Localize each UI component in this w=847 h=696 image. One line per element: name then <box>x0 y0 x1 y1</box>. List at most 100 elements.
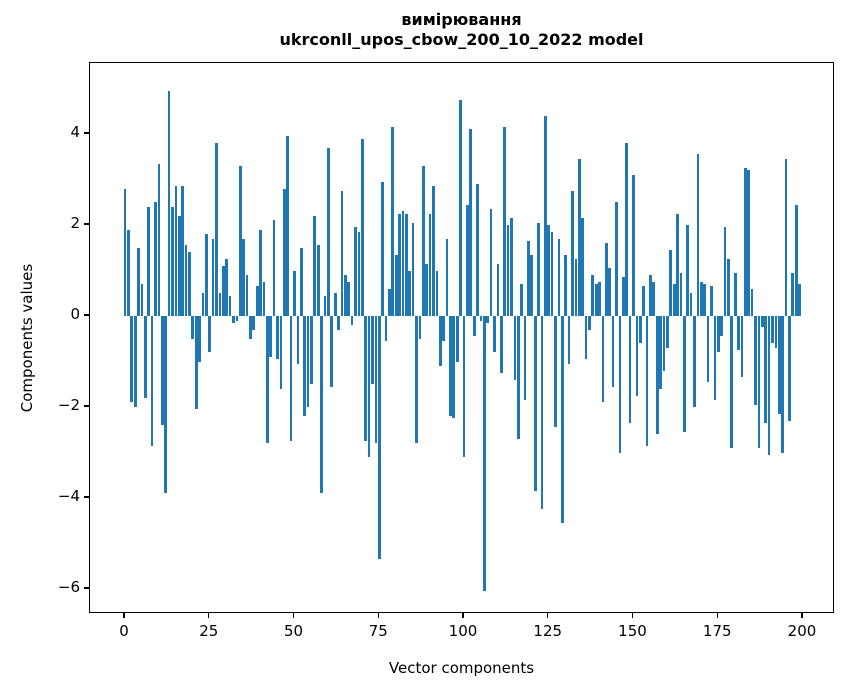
y-tick-label: −4 <box>57 487 80 505</box>
bar <box>262 281 266 316</box>
bar <box>496 263 500 316</box>
bar <box>486 316 490 323</box>
bar <box>506 225 510 316</box>
bar <box>303 316 306 417</box>
bar <box>171 206 174 316</box>
bar <box>367 316 371 458</box>
bar <box>581 218 584 316</box>
bar <box>459 99 462 316</box>
bar <box>201 293 205 316</box>
bar <box>177 215 181 316</box>
bar <box>760 316 764 328</box>
bar <box>679 272 683 316</box>
chart-title-line1: вимірювання <box>401 10 522 29</box>
bar <box>276 316 279 360</box>
bar <box>438 316 442 367</box>
bar <box>628 316 632 423</box>
bar <box>557 238 561 316</box>
bar <box>181 186 184 316</box>
bar <box>781 316 784 453</box>
bar <box>784 159 788 316</box>
bar <box>320 316 323 494</box>
y-tick-mark <box>84 405 89 407</box>
bar <box>567 316 571 364</box>
bar <box>286 136 290 316</box>
bar <box>533 316 537 492</box>
bar <box>493 316 496 353</box>
bar <box>699 281 703 316</box>
x-tick-mark <box>208 613 210 618</box>
bar <box>645 316 649 446</box>
bar <box>747 170 751 316</box>
bar <box>208 316 212 353</box>
bar <box>696 154 700 316</box>
bar <box>754 316 757 405</box>
bar <box>310 316 313 385</box>
bar <box>625 143 629 316</box>
bar <box>296 316 300 364</box>
bar <box>384 316 388 342</box>
x-tick-label: 25 <box>199 622 219 640</box>
bar <box>259 229 262 316</box>
bar <box>238 165 242 316</box>
bar <box>733 272 737 316</box>
bar <box>123 188 127 316</box>
bar <box>632 174 635 316</box>
bar <box>469 129 473 316</box>
bar <box>527 240 530 316</box>
bar <box>655 316 659 435</box>
bar <box>669 250 673 316</box>
bar <box>377 316 381 560</box>
bar <box>357 231 361 316</box>
bar <box>544 115 547 316</box>
bar <box>140 284 144 316</box>
bar <box>130 316 134 403</box>
bar <box>391 127 395 316</box>
bar <box>205 234 208 316</box>
bar <box>455 316 459 362</box>
bar <box>255 286 259 316</box>
x-axis-label: Vector components <box>388 659 535 677</box>
bar <box>676 213 679 316</box>
bar <box>435 270 439 316</box>
bar <box>188 252 191 316</box>
bar <box>605 243 608 316</box>
bar <box>516 316 520 439</box>
bar <box>293 270 296 316</box>
bar <box>157 163 161 316</box>
bar <box>744 168 747 316</box>
x-tick-mark <box>462 613 464 618</box>
bar <box>564 254 568 316</box>
bar <box>313 215 317 316</box>
bar <box>513 316 517 380</box>
bar <box>323 295 327 316</box>
bar <box>666 316 669 348</box>
bar <box>232 316 235 323</box>
bar <box>194 316 198 410</box>
bar <box>571 190 574 316</box>
bar <box>215 143 218 316</box>
bar <box>442 316 445 342</box>
bar <box>327 147 330 316</box>
y-tick-label: 4 <box>70 123 80 141</box>
bar <box>143 316 147 398</box>
bar <box>147 206 151 316</box>
bar <box>598 281 601 316</box>
bar <box>184 245 188 316</box>
bar <box>160 316 164 426</box>
bar <box>757 316 761 448</box>
bar <box>449 316 452 417</box>
bar <box>289 316 293 442</box>
bar <box>540 316 544 510</box>
bar <box>127 229 130 316</box>
bar <box>591 275 595 316</box>
bar <box>554 316 557 428</box>
y-tick-label: 0 <box>70 305 80 323</box>
bar <box>282 188 286 316</box>
bar <box>594 284 598 316</box>
bar <box>740 316 744 378</box>
bar <box>242 238 245 316</box>
bar <box>452 316 456 419</box>
bar <box>689 293 693 316</box>
bar <box>479 316 483 321</box>
